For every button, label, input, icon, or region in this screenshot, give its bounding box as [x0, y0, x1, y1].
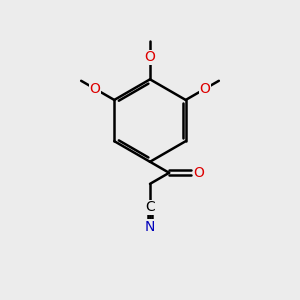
Text: O: O	[200, 82, 210, 96]
Text: O: O	[194, 166, 204, 180]
Text: O: O	[90, 82, 101, 96]
Text: C: C	[145, 200, 155, 214]
Text: N: N	[145, 220, 155, 234]
Text: O: O	[145, 50, 155, 64]
